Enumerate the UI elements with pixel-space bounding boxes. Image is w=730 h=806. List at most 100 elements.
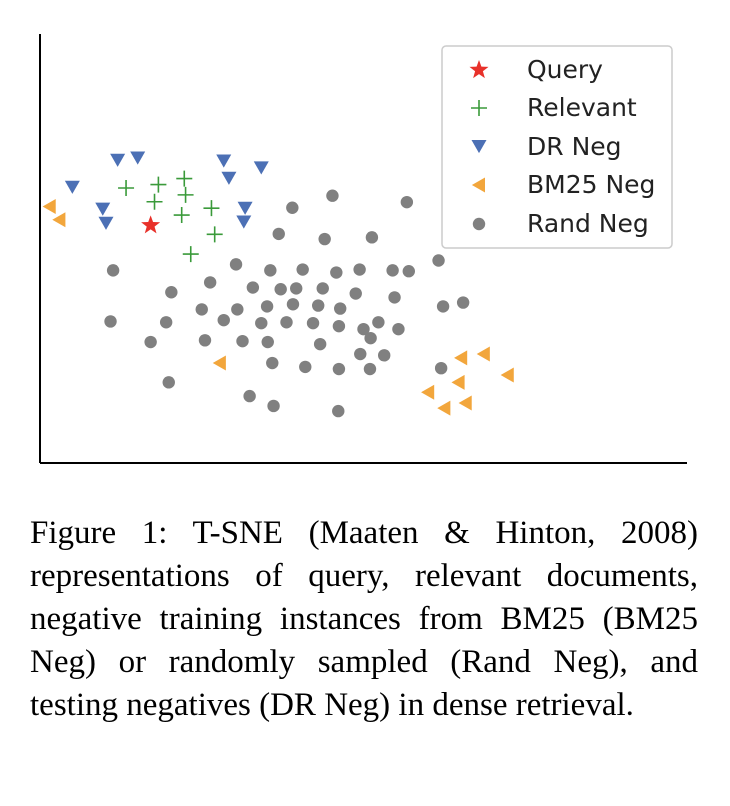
- series-bm25-neg: [42, 198, 514, 416]
- point-rand-neg-56: [267, 399, 280, 413]
- point-dr-neg-6: [95, 202, 111, 216]
- point-rand-neg-0: [326, 189, 339, 202]
- point-rand-neg-1: [286, 201, 299, 214]
- legend-marker-bm25-neg: [471, 177, 485, 193]
- point-rand-neg-10: [330, 266, 343, 279]
- point-relevant-8: [182, 246, 199, 263]
- point-rand-neg-13: [432, 254, 445, 267]
- legend-marker-relevant: [471, 100, 487, 116]
- point-relevant-2: [176, 170, 193, 187]
- point-rand-neg-38: [357, 322, 370, 336]
- point-bm25-neg-3: [454, 350, 468, 366]
- data-points: [42, 151, 514, 418]
- point-rand-neg-43: [236, 334, 249, 348]
- series-query: [141, 215, 161, 234]
- point-dr-neg-3: [216, 154, 232, 168]
- legend-symbol-relevant: [471, 100, 487, 116]
- legend-marker-rand-neg: [472, 217, 486, 231]
- point-rand-neg-35: [280, 316, 293, 329]
- point-rand-neg-46: [364, 331, 377, 345]
- legend-label-relevant: Relevant: [527, 93, 637, 122]
- point-rand-neg-19: [316, 282, 329, 295]
- legend-marker-dr-neg: [471, 140, 487, 154]
- point-relevant-7: [206, 226, 223, 243]
- point-rand-neg-57: [332, 404, 345, 418]
- legend-label-dr-neg: DR Neg: [527, 132, 622, 161]
- point-rand-neg-32: [159, 316, 173, 329]
- point-dr-neg-7: [98, 216, 114, 230]
- point-rand-neg-48: [378, 349, 391, 362]
- point-rand-neg-52: [363, 362, 377, 376]
- point-rand-neg-49: [266, 356, 279, 370]
- point-rand-neg-14: [386, 264, 399, 277]
- point-dr-neg-8: [237, 201, 253, 215]
- point-bm25-neg-4: [476, 346, 490, 362]
- point-rand-neg-54: [162, 376, 175, 389]
- point-rand-neg-22: [195, 303, 208, 316]
- series-relevant: [118, 170, 223, 263]
- point-rand-neg-17: [274, 283, 287, 296]
- point-bm25-neg-6: [500, 367, 514, 383]
- point-rand-neg-34: [255, 316, 268, 330]
- point-rand-neg-16: [246, 281, 260, 294]
- point-rand-neg-44: [261, 335, 274, 349]
- point-rand-neg-41: [144, 335, 157, 349]
- legend-frame: [441, 45, 673, 249]
- point-rand-neg-30: [456, 296, 470, 309]
- point-rand-neg-5: [365, 231, 379, 244]
- point-rand-neg-25: [286, 298, 300, 311]
- point-rand-neg-47: [354, 347, 367, 361]
- point-rand-neg-15: [203, 276, 217, 289]
- point-rand-neg-3: [272, 227, 285, 241]
- series-rand-neg: [104, 189, 470, 418]
- point-dr-neg-9: [236, 215, 252, 229]
- point-rand-neg-2: [400, 195, 414, 209]
- point-rand-neg-33: [217, 313, 230, 327]
- point-rand-neg-37: [332, 319, 346, 333]
- point-rand-neg-50: [299, 360, 312, 374]
- tsne-scatter-plot: Query Relevant DR Neg BM25 Neg Rand Neg: [39, 34, 687, 464]
- point-rand-neg-6: [106, 264, 120, 277]
- point-dr-neg-2: [130, 151, 146, 165]
- point-bm25-neg-9: [437, 400, 451, 416]
- point-rand-neg-7: [229, 258, 243, 271]
- point-rand-neg-11: [353, 263, 366, 276]
- point-rand-neg-18: [290, 282, 303, 295]
- point-query-0: [141, 215, 161, 234]
- legend-marker-query: [469, 60, 489, 79]
- point-dr-neg-1: [110, 153, 126, 167]
- point-rand-neg-42: [198, 334, 212, 347]
- point-rand-neg-29: [436, 300, 450, 313]
- point-bm25-neg-2: [212, 355, 226, 371]
- point-rand-neg-20: [349, 287, 362, 300]
- legend-symbol-dr-neg: [471, 140, 487, 154]
- legend-label-query: Query: [527, 55, 603, 84]
- legend-entry-bm25-neg: BM25 Neg: [471, 170, 655, 199]
- point-rand-neg-45: [313, 337, 327, 351]
- legend-symbol-bm25-neg: [471, 177, 485, 193]
- legend-symbol-rand-neg: [472, 217, 486, 231]
- point-dr-neg-0: [64, 180, 80, 194]
- point-relevant-3: [146, 193, 163, 210]
- legend-label-bm25-neg: BM25 Neg: [527, 170, 655, 199]
- point-relevant-1: [150, 176, 167, 193]
- point-rand-neg-36: [306, 316, 320, 330]
- point-relevant-0: [118, 180, 135, 197]
- point-dr-neg-5: [221, 171, 237, 185]
- point-rand-neg-55: [243, 389, 256, 403]
- point-rand-neg-21: [165, 286, 178, 299]
- point-bm25-neg-5: [451, 374, 465, 390]
- point-rand-neg-31: [104, 315, 117, 328]
- point-bm25-neg-1: [52, 212, 66, 228]
- point-bm25-neg-0: [42, 198, 56, 214]
- point-rand-neg-9: [296, 263, 309, 276]
- point-relevant-6: [173, 207, 190, 224]
- point-rand-neg-24: [260, 300, 274, 313]
- legend: Query Relevant DR Neg BM25 Neg Rand Neg: [441, 45, 673, 249]
- point-rand-neg-28: [388, 291, 401, 304]
- series-dr-neg: [64, 151, 269, 230]
- legend-entry-dr-neg: DR Neg: [471, 132, 622, 161]
- point-rand-neg-8: [264, 264, 277, 277]
- point-rand-neg-4: [318, 232, 331, 246]
